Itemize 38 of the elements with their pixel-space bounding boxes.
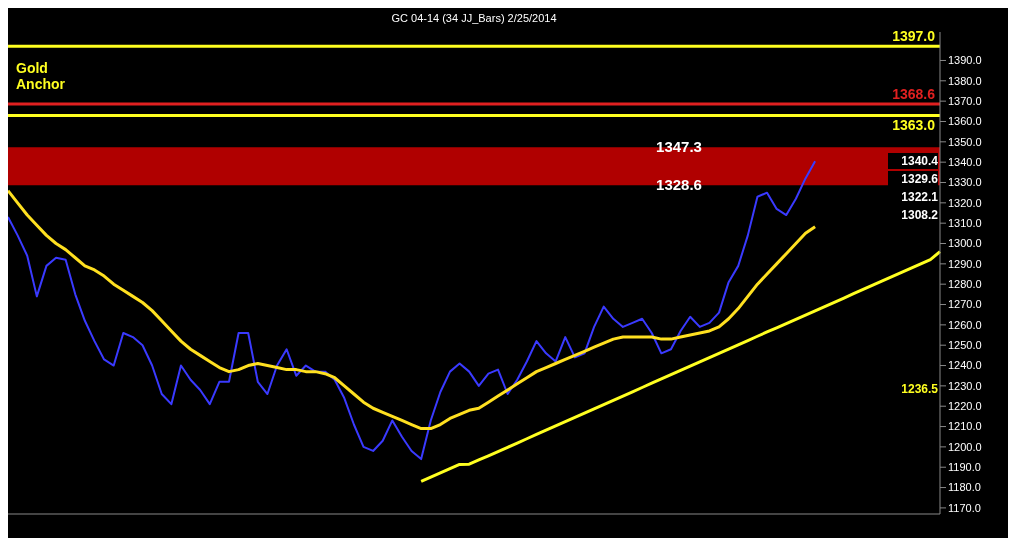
y-tick-label: 1170.0: [948, 501, 981, 514]
y-tick-label: 1190.0: [948, 461, 981, 474]
y-tick-label: 1270.0: [948, 298, 982, 311]
y-tick-label: 1260.0: [948, 318, 982, 331]
y-tick-label: 1200.0: [948, 440, 982, 453]
y-tick-label: 1310.0: [948, 217, 982, 230]
y-tick-label: 1390.0: [948, 54, 982, 67]
annotation: 1308.2: [888, 207, 938, 224]
chart-title: GC 04-14 (34 JJ_Bars) 2/25/2014: [390, 12, 558, 24]
line-series: [8, 160, 817, 461]
y-tick-label: 1230.0: [948, 379, 982, 392]
y-tick-label: 1220.0: [948, 400, 982, 413]
ref-line-label: 1368.6: [892, 85, 936, 102]
annotation: 1347.3: [655, 138, 703, 157]
annotation: 1340.4: [888, 153, 938, 170]
line-series: [419, 250, 942, 483]
y-tick-label: 1360.0: [948, 115, 982, 128]
y-tick-label: 1350.0: [948, 135, 982, 148]
ref-line-label: 1363.0: [892, 117, 936, 134]
annotation: 1328.6: [655, 176, 703, 195]
y-tick-label: 1330.0: [948, 176, 982, 189]
annotation: Gold Anchor: [16, 60, 66, 92]
y-tick-label: 1280.0: [948, 278, 982, 291]
y-tick-label: 1290.0: [948, 257, 982, 270]
annotation: 1236.5: [888, 381, 938, 398]
y-tick-label: 1250.0: [948, 339, 982, 352]
y-tick-label: 1240.0: [948, 359, 982, 372]
y-tick-label: 1380.0: [948, 74, 982, 87]
line-series: [8, 189, 817, 431]
annotation: 1329.6: [888, 171, 938, 188]
y-tick-label: 1320.0: [948, 196, 982, 209]
ref-line-label: 1397.0: [892, 28, 936, 45]
annotation: 1322.1: [888, 189, 938, 206]
y-tick-label: 1180.0: [948, 481, 981, 494]
y-tick-label: 1300.0: [948, 237, 982, 250]
y-tick-label: 1370.0: [948, 95, 982, 108]
y-tick-label: 1210.0: [948, 420, 982, 433]
y-tick-label: 1340.0: [948, 156, 982, 169]
